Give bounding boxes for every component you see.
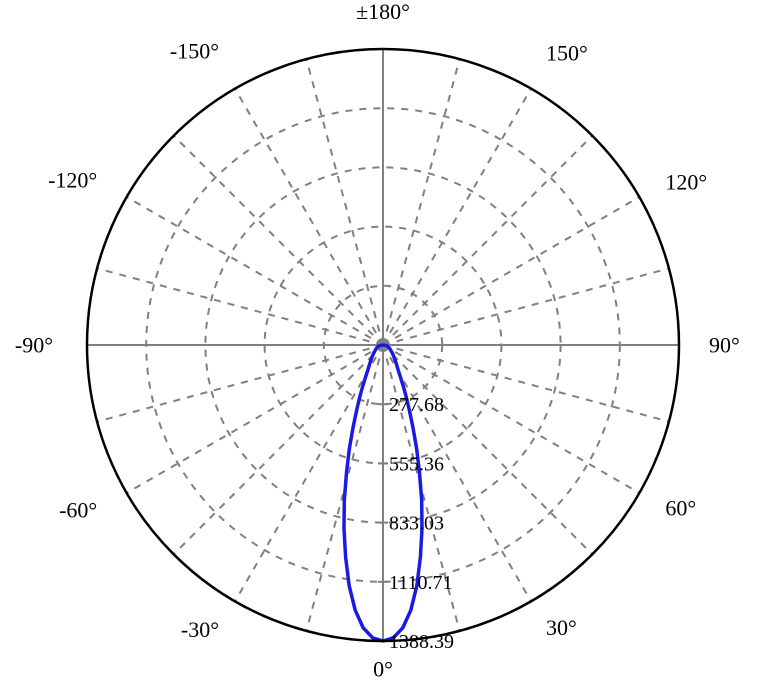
angle-label: 150° bbox=[546, 40, 588, 65]
angle-label: 90° bbox=[709, 333, 740, 358]
angle-label: 0° bbox=[373, 657, 393, 682]
angle-label: -60° bbox=[59, 498, 97, 523]
angle-label: -30° bbox=[181, 617, 219, 642]
angle-label: 30° bbox=[546, 615, 577, 640]
polar-chart: ±180° -150° -120° -90° -60° -30° 0° 30° 60° 90° 12… bbox=[0, 0, 766, 691]
angle-label: ±180° bbox=[356, 0, 410, 24]
angle-label: 120° bbox=[665, 170, 707, 195]
angle-label: 60° bbox=[665, 496, 696, 521]
radial-label: 1388.39 bbox=[389, 631, 454, 653]
radial-label: 277.68 bbox=[389, 394, 444, 416]
angle-label: -90° bbox=[15, 333, 53, 358]
radial-label: 1110.71 bbox=[389, 572, 453, 594]
angle-label: -150° bbox=[170, 39, 219, 64]
radial-label: 555.36 bbox=[389, 453, 444, 475]
angle-label: -120° bbox=[48, 168, 97, 193]
radial-label: 833.03 bbox=[389, 513, 444, 535]
